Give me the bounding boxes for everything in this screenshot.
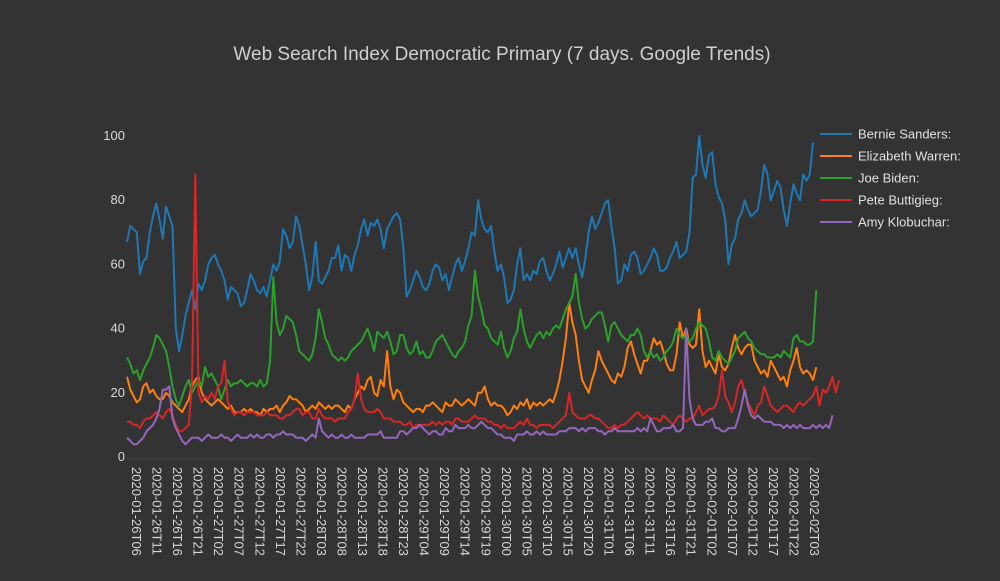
x-tick-label: 2020-01-28T13: [355, 467, 370, 556]
x-tick-label: 2020-02-01T22: [786, 467, 801, 556]
y-tick-label: 60: [111, 256, 125, 271]
x-tick-label: 2020-01-29T04: [417, 467, 432, 556]
chart-title: Web Search Index Democratic Primary (7 d…: [233, 44, 770, 65]
x-tick-label: 2020-01-29T09: [437, 467, 452, 556]
x-axis: 2020-01-26T06 2020-01-26T11 2020-01-26T16 2…: [129, 467, 822, 556]
series-lines: [126, 135, 840, 446]
x-tick-label: 2020-01-27T02: [211, 467, 226, 556]
legend[interactable]: Bernie Sanders: Elizabeth Warren: Joe Bide…: [820, 127, 961, 230]
legend-label: Bernie Sanders:: [858, 127, 951, 142]
series-line-3: [127, 173, 840, 433]
legend-item[interactable]: Bernie Sanders:: [820, 127, 951, 142]
legend-item[interactable]: Joe Biden:: [820, 171, 919, 186]
x-tick-label: 2020-01-30T05: [519, 467, 534, 556]
series-line-0: [126, 135, 814, 353]
x-tick-label: 2020-01-31T16: [663, 467, 678, 556]
x-tick-label: 2020-01-26T06: [129, 467, 144, 556]
x-tick-label: 2020-01-30T00: [499, 467, 514, 556]
x-tick-label: 2020-01-26T11: [150, 467, 165, 555]
y-tick-label: 0: [118, 449, 125, 464]
x-tick-label: 2020-01-29T14: [458, 467, 473, 556]
legend-item[interactable]: Amy Klobuchar:: [820, 215, 950, 230]
x-tick-label: 2020-01-27T17: [273, 467, 288, 556]
legend-item[interactable]: Pete Buttigieg:: [820, 193, 943, 208]
legend-item[interactable]: Elizabeth Warren:: [820, 149, 961, 164]
x-tick-label: 2020-02-01T12: [745, 467, 760, 556]
x-tick-label: 2020-01-31T01: [602, 467, 617, 556]
legend-label: Joe Biden:: [858, 171, 919, 186]
y-tick-label: 20: [111, 385, 125, 400]
x-tick-label: 2020-01-26T16: [170, 467, 185, 556]
x-tick-label: 2020-01-26T21: [191, 467, 206, 556]
legend-label: Elizabeth Warren:: [858, 149, 961, 164]
x-tick-label: 2020-01-30T20: [581, 467, 596, 556]
x-tick-label: 2020-02-01T17: [766, 467, 781, 556]
series-line-1: [126, 301, 818, 417]
x-tick-label: 2020-01-27T07: [232, 467, 247, 556]
x-tick-label: 2020-01-30T15: [560, 467, 575, 556]
x-tick-label: 2020-01-28T18: [376, 467, 391, 556]
x-tick-label: 2020-01-30T10: [540, 467, 555, 556]
y-axis: 0 20 40 60 80 100: [103, 128, 125, 464]
y-tick-label: 40: [111, 321, 125, 336]
y-tick-label: 100: [103, 128, 125, 143]
x-tick-label: 2020-01-28T08: [334, 467, 349, 556]
x-tick-label: 2020-02-01T02: [704, 467, 719, 556]
x-tick-label: 2020-01-28T03: [314, 467, 329, 556]
legend-label: Amy Klobuchar:: [858, 215, 950, 230]
series-line-4: [126, 327, 834, 446]
x-tick-label: 2020-01-28T23: [396, 467, 411, 556]
x-tick-label: 2020-01-29T19: [478, 467, 493, 556]
y-tick-label: 80: [111, 192, 125, 207]
legend-label: Pete Buttigieg:: [858, 193, 943, 208]
x-tick-label: 2020-01-27T22: [293, 467, 308, 556]
x-tick-label: 2020-01-31T21: [684, 467, 699, 556]
series-line-2: [126, 269, 818, 407]
x-tick-label: 2020-02-02T03: [807, 467, 822, 556]
x-tick-label: 2020-01-31T06: [622, 467, 637, 556]
x-tick-label: 2020-01-31T11: [643, 467, 658, 555]
x-tick-label: 2020-01-27T12: [252, 467, 267, 556]
x-tick-label: 2020-02-01T07: [725, 467, 740, 556]
